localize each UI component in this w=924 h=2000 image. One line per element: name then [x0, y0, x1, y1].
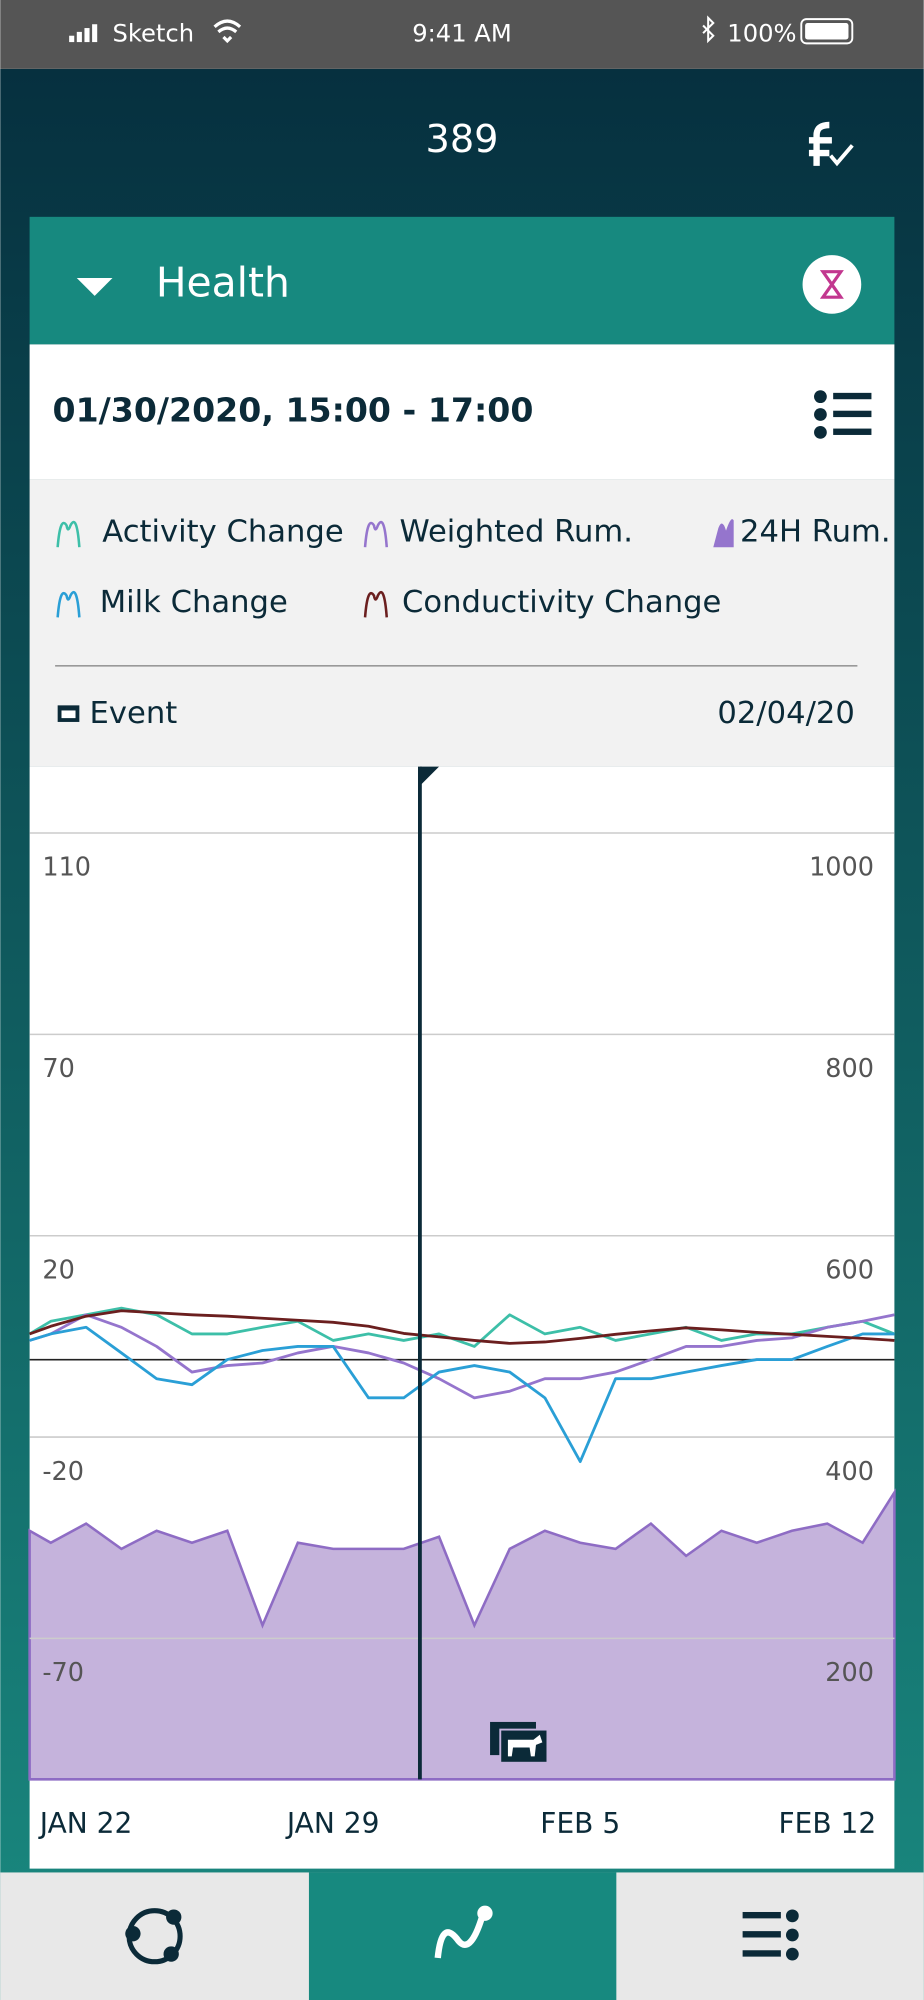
- battery-fill: [805, 22, 849, 40]
- y-tick-label: 70: [42, 1054, 74, 1084]
- x-tick-label: FEB 5: [540, 1807, 620, 1840]
- panel-header[interactable]: [29, 216, 895, 345]
- x-tick-label: JAN 29: [285, 1807, 380, 1840]
- event-icon: [57, 705, 80, 722]
- legend-label: Activity Change: [102, 515, 343, 550]
- line: [29, 1325, 895, 1464]
- event-date: 02/04/20: [717, 696, 854, 731]
- cursor-flag: [419, 766, 440, 786]
- collapse-arrow[interactable]: [76, 278, 113, 296]
- date-row: [29, 344, 895, 480]
- hourglass-icon: [819, 270, 844, 299]
- nav-chart-dot: [477, 1905, 493, 1921]
- y2-tick-label: 600: [825, 1255, 874, 1285]
- y2-tick-label: 1000: [809, 853, 874, 883]
- wifi-icon: [213, 19, 242, 44]
- legend-panel: [29, 479, 895, 767]
- x-tick-label: JAN 22: [38, 1807, 133, 1840]
- list-button[interactable]: [814, 390, 872, 439]
- date-range: 01/30/2020, 15:00 - 17:00: [53, 390, 534, 429]
- nav-cycle-tab[interactable]: [125, 1908, 183, 1965]
- legend-label: 24H Rum.: [740, 515, 891, 550]
- carrier: Sketch: [113, 19, 195, 47]
- legend-icon: [56, 590, 81, 618]
- line: [28, 1306, 895, 1348]
- legend-label: Milk Change: [100, 585, 288, 620]
- legend-icon: [363, 590, 389, 618]
- y2-tick-label: 200: [825, 1658, 874, 1688]
- panel-title: Health: [156, 259, 290, 307]
- x-tick-label: FEB 12: [778, 1807, 876, 1840]
- line: [29, 1309, 895, 1345]
- area: [28, 1488, 896, 1781]
- validate-button[interactable]: [808, 121, 854, 167]
- signal-icon: [69, 24, 98, 43]
- legend-icon: [363, 520, 389, 548]
- bluetooth-icon: [702, 15, 715, 44]
- nav-menu-tab[interactable]: [742, 1909, 799, 1961]
- legend-label: Weighted Rum.: [399, 515, 632, 550]
- y2-tick-label: 800: [825, 1054, 874, 1084]
- battery-level: 100%: [727, 19, 796, 47]
- nav-chart-tab[interactable]: [308, 1872, 617, 2000]
- y-tick-label: 20: [42, 1255, 74, 1285]
- legend-icon: [56, 520, 81, 548]
- legend-icon: [713, 519, 734, 548]
- y-tick-label: -70: [42, 1658, 84, 1688]
- y-tick-label: -20: [42, 1457, 84, 1487]
- legend-label: Conductivity Change: [402, 585, 721, 620]
- status-bar: [0, 0, 924, 69]
- y-tick-label: 110: [42, 853, 91, 883]
- battery-icon: [800, 18, 854, 45]
- page-title: 389: [425, 117, 498, 162]
- clock: 9:41 AM: [412, 19, 512, 47]
- y2-tick-label: 400: [825, 1457, 874, 1487]
- event-cow: [507, 1734, 543, 1757]
- line: [29, 1313, 895, 1400]
- event-label: Event: [90, 696, 178, 731]
- nav-chart-icon: [434, 1914, 486, 1959]
- chart: -70 -20 20 70 110 200 400 600 800 1000 JAN 22 JAN 2…: [28, 766, 896, 1840]
